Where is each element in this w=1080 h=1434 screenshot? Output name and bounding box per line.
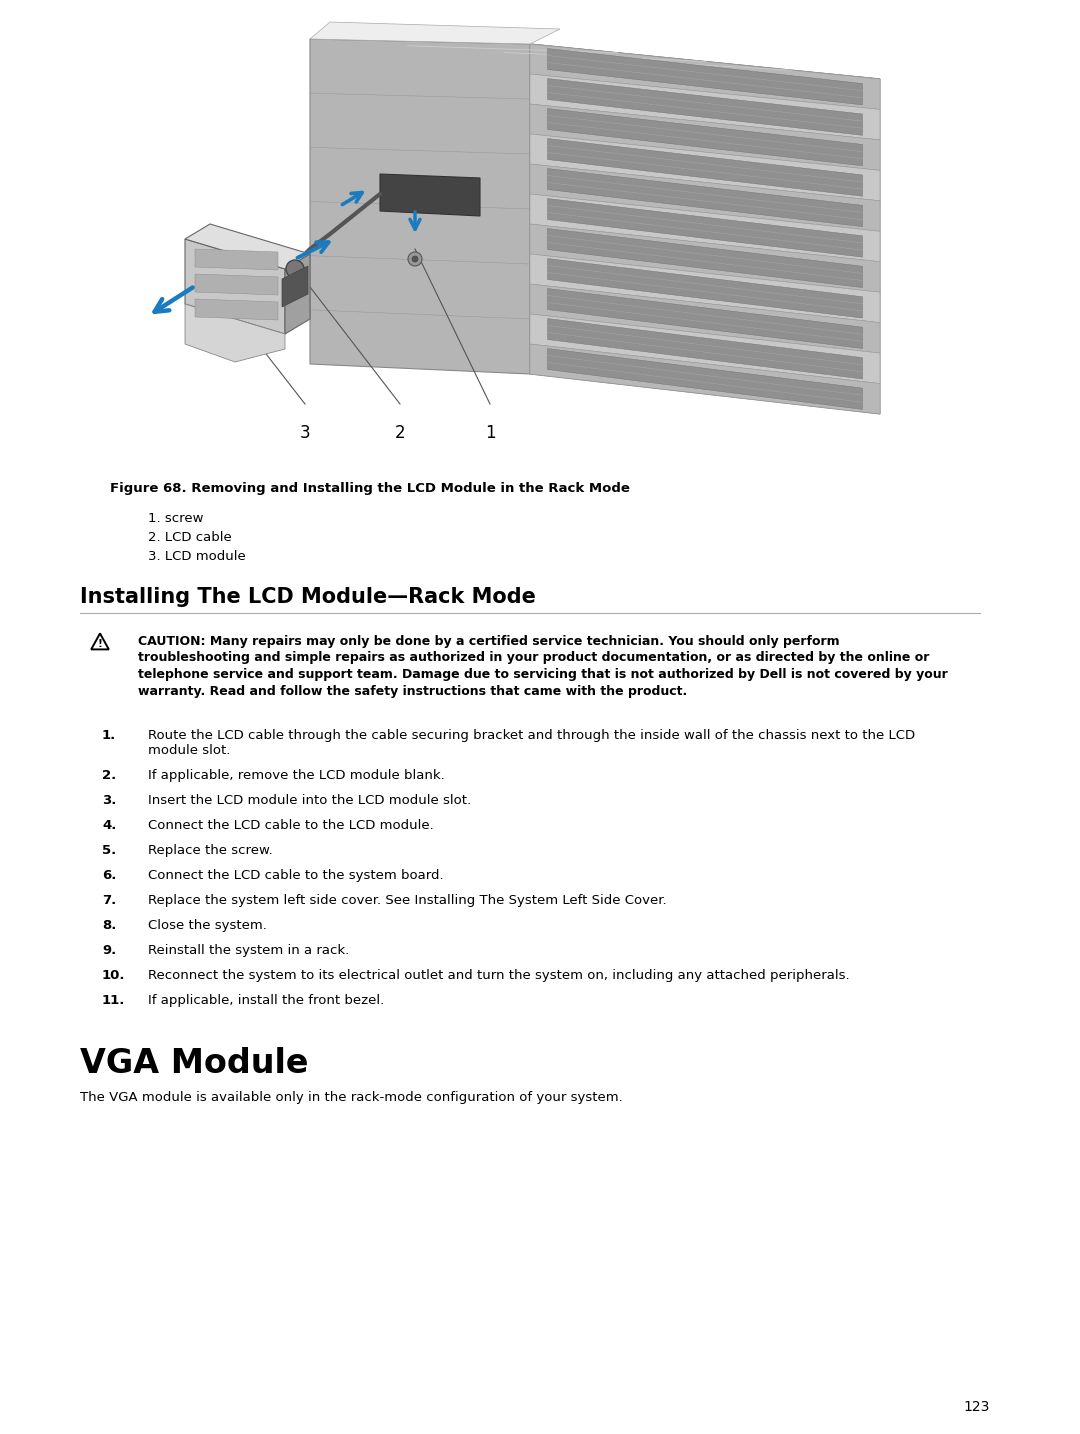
Polygon shape	[548, 318, 863, 379]
Text: warranty. Read and follow the safety instructions that came with the product.: warranty. Read and follow the safety ins…	[138, 684, 687, 697]
Polygon shape	[310, 22, 561, 44]
Text: troubleshooting and simple repairs as authorized in your product documentation, : troubleshooting and simple repairs as au…	[138, 651, 930, 664]
Text: Close the system.: Close the system.	[148, 919, 267, 932]
Text: 9.: 9.	[102, 944, 117, 956]
Polygon shape	[548, 198, 863, 257]
Polygon shape	[548, 109, 863, 166]
Polygon shape	[548, 49, 863, 105]
Text: If applicable, install the front bezel.: If applicable, install the front bezel.	[148, 994, 384, 1007]
Text: Figure 68. Removing and Installing the LCD Module in the Rack Mode: Figure 68. Removing and Installing the L…	[110, 482, 630, 495]
Polygon shape	[310, 39, 530, 374]
Text: Reinstall the system in a rack.: Reinstall the system in a rack.	[148, 944, 349, 956]
Polygon shape	[195, 274, 278, 295]
Polygon shape	[530, 314, 880, 383]
Text: 123: 123	[963, 1400, 990, 1414]
Text: !: !	[97, 638, 103, 648]
Text: If applicable, remove the LCD module blank.: If applicable, remove the LCD module bla…	[148, 769, 445, 782]
Text: 2: 2	[394, 424, 405, 442]
Polygon shape	[530, 254, 880, 323]
Text: 1. screw: 1. screw	[148, 512, 203, 525]
Polygon shape	[530, 163, 880, 231]
Text: 2. LCD cable: 2. LCD cable	[148, 531, 232, 543]
Text: 8.: 8.	[102, 919, 117, 932]
Polygon shape	[91, 634, 109, 650]
Text: Insert the LCD module into the LCD module slot.: Insert the LCD module into the LCD modul…	[148, 794, 471, 807]
Text: 1: 1	[485, 424, 496, 442]
Polygon shape	[530, 105, 880, 171]
Text: 5.: 5.	[102, 845, 117, 858]
Polygon shape	[310, 39, 880, 79]
Text: 3. LCD module: 3. LCD module	[148, 551, 246, 564]
Text: 3.: 3.	[102, 794, 117, 807]
Text: Reconnect the system to its electrical outlet and turn the system on, including : Reconnect the system to its electrical o…	[148, 969, 850, 982]
Text: 3: 3	[299, 424, 310, 442]
Polygon shape	[185, 239, 285, 334]
Polygon shape	[530, 344, 880, 414]
Polygon shape	[530, 224, 880, 293]
Text: 4.: 4.	[102, 819, 117, 832]
Circle shape	[411, 257, 418, 262]
Polygon shape	[285, 254, 310, 334]
Text: 1.: 1.	[102, 728, 117, 741]
Polygon shape	[380, 174, 480, 217]
Polygon shape	[530, 284, 880, 353]
Polygon shape	[530, 194, 880, 262]
Text: 11.: 11.	[102, 994, 125, 1007]
Polygon shape	[530, 44, 880, 109]
Text: Connect the LCD cable to the system board.: Connect the LCD cable to the system boar…	[148, 869, 444, 882]
Text: Connect the LCD cable to the LCD module.: Connect the LCD cable to the LCD module.	[148, 819, 434, 832]
Polygon shape	[548, 258, 863, 318]
Text: Replace the screw.: Replace the screw.	[148, 845, 273, 858]
Polygon shape	[548, 139, 863, 196]
Polygon shape	[530, 44, 880, 414]
Text: The VGA module is available only in the rack-mode configuration of your system.: The VGA module is available only in the …	[80, 1091, 623, 1104]
Text: CAUTION: Many repairs may only be done by a certified service technician. You sh: CAUTION: Many repairs may only be done b…	[138, 635, 839, 648]
Text: VGA Module: VGA Module	[80, 1047, 309, 1080]
Polygon shape	[530, 75, 880, 141]
Polygon shape	[548, 169, 863, 227]
Text: telephone service and support team. Damage due to servicing that is not authoriz: telephone service and support team. Dama…	[138, 668, 948, 681]
Polygon shape	[195, 250, 278, 270]
Text: 6.: 6.	[102, 869, 117, 882]
Text: Installing The LCD Module—Rack Mode: Installing The LCD Module—Rack Mode	[80, 587, 536, 607]
Polygon shape	[548, 228, 863, 288]
Text: 2.: 2.	[102, 769, 117, 782]
Polygon shape	[185, 224, 310, 270]
Polygon shape	[548, 348, 863, 410]
Text: 7.: 7.	[102, 893, 117, 906]
Circle shape	[286, 260, 303, 278]
Text: Replace the system left side cover. See Installing The System Left Side Cover.: Replace the system left side cover. See …	[148, 893, 666, 906]
Text: module slot.: module slot.	[148, 744, 230, 757]
Polygon shape	[195, 300, 278, 320]
Polygon shape	[530, 133, 880, 201]
Polygon shape	[548, 79, 863, 135]
Circle shape	[408, 252, 422, 265]
Text: 10.: 10.	[102, 969, 125, 982]
Text: Route the LCD cable through the cable securing bracket and through the inside wa: Route the LCD cable through the cable se…	[148, 728, 915, 741]
Polygon shape	[185, 304, 285, 361]
Polygon shape	[548, 288, 863, 348]
Polygon shape	[282, 265, 308, 307]
